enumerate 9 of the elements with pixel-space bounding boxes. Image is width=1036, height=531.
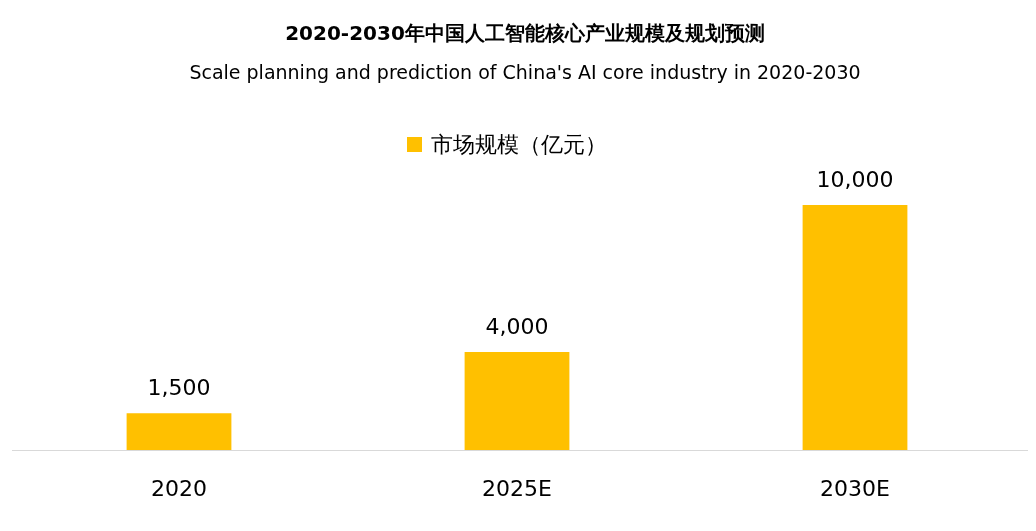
title: 2020-2030年中国人工智能核心产业规模及规划预测 <box>285 21 765 45</box>
x-tick-label: 2030E <box>820 476 890 501</box>
x-tick-label: 2020 <box>151 476 207 501</box>
data-label: 4,000 <box>485 314 549 339</box>
data-label: 10,000 <box>816 167 894 192</box>
legend-label: 市场规模（亿元） <box>431 132 607 157</box>
data-label: 1,500 <box>147 375 211 401</box>
subtitle: Scale planning and prediction of China's AI core industry in 2020-2030 <box>189 61 861 83</box>
x-tick-label: 2025E <box>482 476 552 501</box>
